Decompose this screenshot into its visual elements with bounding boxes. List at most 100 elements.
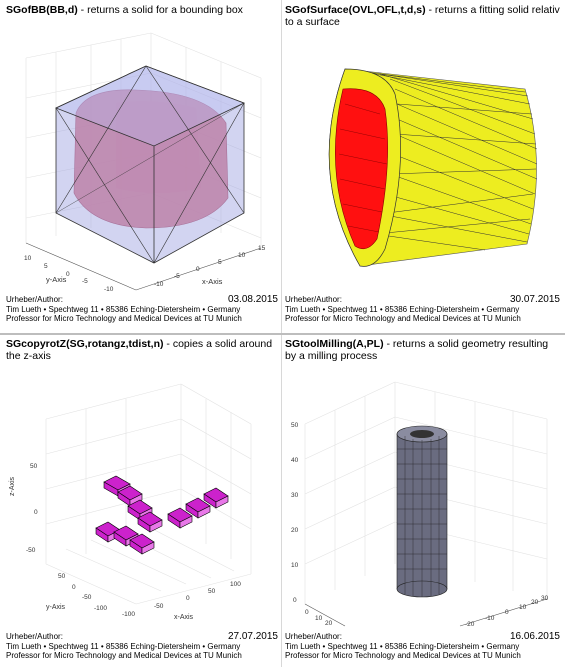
- svg-text:0: 0: [186, 595, 190, 602]
- mesh-facets: [364, 71, 538, 251]
- x-axis-label: x-Axis: [174, 614, 194, 621]
- svg-text:0: 0: [293, 597, 297, 604]
- panel-sgofbb[interactable]: SGofBB(BB,d) - returns a solid for a bou…: [6, 4, 278, 331]
- author-profession: Professor for Micro Technology and Medic…: [285, 314, 521, 323]
- author-footer: Urheber/Author: 16.06.2015 Tim Lueth • Sp…: [285, 632, 560, 661]
- inner-facets: [338, 103, 388, 233]
- svg-text:0: 0: [505, 609, 509, 616]
- function-name[interactable]: SGofBB(BB,d): [6, 4, 78, 16]
- author-label: Urheber/Author:: [285, 295, 342, 304]
- function-name[interactable]: SGofSurface(OVL,OFL,t,d,s): [285, 4, 426, 16]
- author-label: Urheber/Author:: [6, 632, 63, 641]
- svg-text:50: 50: [291, 422, 299, 429]
- panel-sgofsurface[interactable]: SGofSurface(OVL,OFL,t,d,s) - returns a f…: [285, 4, 560, 331]
- date: 03.08.2015: [227, 294, 278, 305]
- function-name[interactable]: SGcopyrotZ(SG,rotangz,tdist,n): [6, 338, 164, 350]
- svg-text:5: 5: [44, 263, 48, 270]
- svg-text:10: 10: [315, 615, 323, 622]
- svg-text:50: 50: [30, 463, 38, 470]
- z-tick-labels: 0 10 20 30 40 50: [291, 422, 299, 604]
- bounding-box: [54, 65, 246, 264]
- svg-text:5: 5: [218, 259, 222, 266]
- svg-text:0: 0: [72, 584, 76, 591]
- horizontal-divider: [0, 333, 565, 335]
- figure-bounding-box: 10 5 0 -5 -10 -10 -5 0 5 10 15 y-Axis x-…: [6, 28, 278, 294]
- svg-text:-100: -100: [122, 611, 135, 618]
- copied-solids: [95, 475, 229, 555]
- z-axis-label: z-Axis: [9, 476, 16, 496]
- axis-lines: [304, 598, 548, 627]
- y-tick-labels: -20 -10 0 10 20 30: [465, 595, 549, 628]
- panel-title[interactable]: SGtoolMilling(A,PL) - returns a solid ge…: [285, 338, 560, 362]
- panel-title[interactable]: SGcopyrotZ(SG,rotangz,tdist,n) - copies …: [6, 338, 278, 362]
- enclosed-solid: [73, 89, 229, 229]
- y-tick-labels: 10 5 0 -5 -10: [24, 255, 114, 293]
- figure-milling-tool: 0 10 20 30 40 50 0 10 20 -20 -10 0 10 20…: [285, 364, 560, 628]
- svg-text:20: 20: [325, 620, 333, 627]
- date: 30.07.2015: [509, 294, 560, 305]
- grid-lines: [304, 381, 548, 604]
- author-label: Urheber/Author:: [285, 632, 342, 641]
- svg-text:20: 20: [531, 599, 539, 606]
- panel-title[interactable]: SGofSurface(OVL,OFL,t,d,s) - returns a f…: [285, 4, 560, 28]
- svg-text:100: 100: [230, 581, 241, 588]
- inner-surface: [335, 88, 388, 250]
- svg-text:-5: -5: [174, 273, 180, 280]
- svg-text:15: 15: [258, 245, 266, 252]
- function-name[interactable]: SGtoolMilling(A,PL): [285, 338, 384, 350]
- svg-text:-50: -50: [82, 594, 92, 601]
- svg-text:0: 0: [305, 609, 309, 616]
- date: 27.07.2015: [227, 631, 278, 642]
- author-address: Tim Lueth • Spechtweg 11 • 85386 Eching-…: [285, 304, 520, 314]
- function-description: - returns a fitting solid relativ to a s…: [285, 4, 560, 28]
- z-tick-labels: 50 0 -50: [26, 463, 38, 554]
- svg-text:-10: -10: [104, 286, 114, 293]
- svg-text:-5: -5: [82, 278, 88, 285]
- svg-text:-20: -20: [465, 621, 475, 628]
- panel-sgcopyrotz[interactable]: SGcopyrotZ(SG,rotangz,tdist,n) - copies …: [6, 338, 278, 665]
- figure-fitting-solid: [285, 34, 560, 294]
- x-tick-labels: -10 -5 0 5 10 15: [154, 245, 266, 288]
- svg-text:30: 30: [291, 492, 299, 499]
- author-label: Urheber/Author:: [6, 295, 63, 304]
- author-footer: Urheber/Author: 27.07.2015 Tim Lueth • Sp…: [6, 632, 278, 661]
- x-tick-labels: 0 10 20: [305, 609, 333, 627]
- y-axis-label: y-Axis: [46, 604, 66, 611]
- svg-text:-50: -50: [26, 547, 36, 554]
- svg-text:20: 20: [291, 527, 299, 534]
- svg-text:40: 40: [291, 457, 299, 464]
- author-footer: Urheber/Author: 03.08.2015 Tim Lueth • Sp…: [6, 295, 278, 324]
- function-description: - returns a solid for a bounding box: [77, 4, 243, 16]
- author-profession: Professor for Micro Technology and Medic…: [285, 651, 521, 660]
- date: 16.06.2015: [509, 631, 560, 642]
- function-description: - copies a solid around the z-axis: [6, 338, 273, 362]
- author-footer: Urheber/Author: 30.07.2015 Tim Lueth • Sp…: [285, 295, 560, 324]
- svg-text:0: 0: [34, 509, 38, 516]
- svg-text:-50: -50: [154, 603, 164, 610]
- y-tick-labels: 50 0 -50 -100: [58, 573, 107, 612]
- panel-sgtoolmilling[interactable]: SGtoolMilling(A,PL) - returns a solid ge…: [285, 338, 560, 665]
- svg-text:0: 0: [66, 271, 70, 278]
- author-address: Tim Lueth • Spechtweg 11 • 85386 Eching-…: [6, 641, 241, 651]
- svg-text:30: 30: [541, 595, 549, 602]
- author-address: Tim Lueth • Spechtweg 11 • 85386 Eching-…: [285, 641, 520, 651]
- svg-text:-10: -10: [485, 615, 495, 622]
- figure-copied-solids: z-Axis 50 0 -50 50 0 -50 -100 -100 -50 0…: [6, 364, 278, 628]
- function-description: - returns a solid geometry resulting by …: [285, 338, 549, 362]
- panel-title[interactable]: SGofBB(BB,d) - returns a solid for a bou…: [6, 4, 278, 16]
- milling-tool-solid: [396, 425, 448, 598]
- svg-text:50: 50: [58, 573, 66, 580]
- svg-text:50: 50: [208, 588, 216, 595]
- svg-text:0: 0: [196, 266, 200, 273]
- svg-text:-100: -100: [94, 605, 107, 612]
- svg-text:10: 10: [291, 562, 299, 569]
- x-tick-labels: -100 -50 0 50 100: [122, 581, 241, 618]
- svg-text:10: 10: [519, 604, 527, 611]
- svg-text:-10: -10: [154, 281, 164, 288]
- x-axis-label: x-Axis: [202, 277, 223, 286]
- author-profession: Professor for Micro Technology and Medic…: [6, 314, 242, 323]
- author-address: Tim Lueth • Spechtweg 11 • 85386 Eching-…: [6, 304, 241, 314]
- axis-lines: [25, 242, 262, 291]
- svg-text:10: 10: [24, 255, 32, 262]
- author-profession: Professor for Micro Technology and Medic…: [6, 651, 242, 660]
